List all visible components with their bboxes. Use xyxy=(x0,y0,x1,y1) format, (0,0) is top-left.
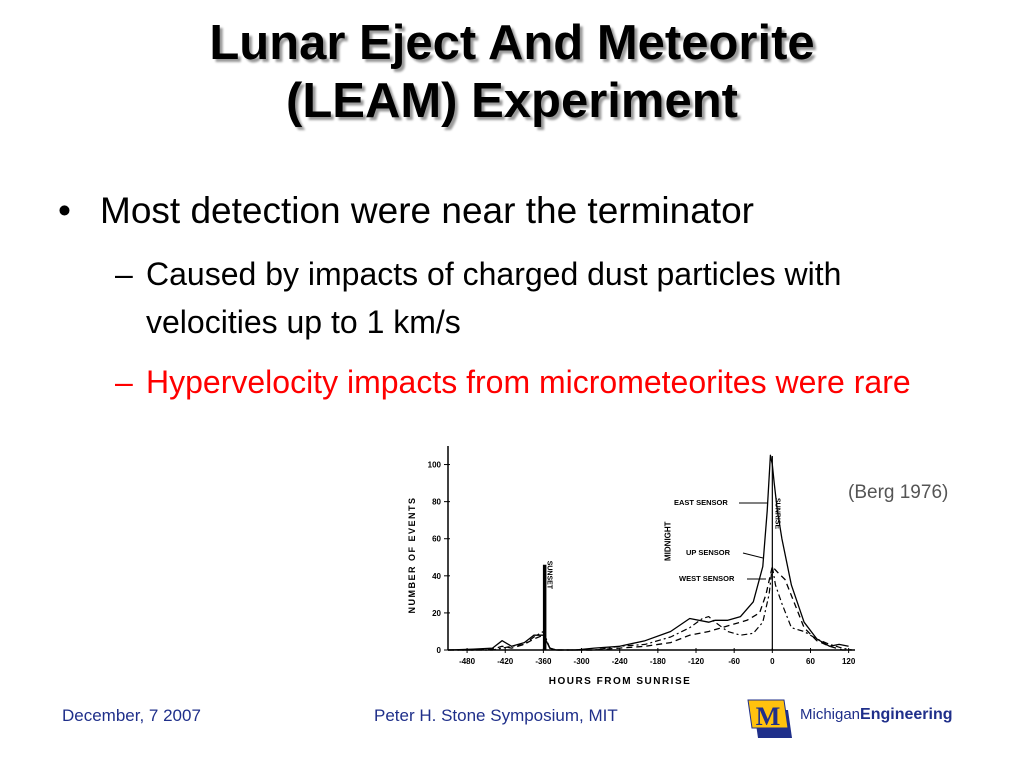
logo-text-bold: Engineering xyxy=(860,706,953,723)
footer-date: December, 7 2007 xyxy=(62,706,201,725)
x-tick-label: 120 xyxy=(842,657,856,666)
midnight-label: MIDNIGHT xyxy=(664,521,673,561)
subbullet-2-text: Hypervelocity impacts from micrometeorit… xyxy=(146,364,911,400)
citation: (Berg 1976) xyxy=(848,482,949,503)
y-tick-label: 60 xyxy=(432,535,441,544)
x-tick-label: -180 xyxy=(650,657,667,666)
logo-letter: M xyxy=(756,702,781,731)
sensor-labels: EAST SENSOR UP SENSOR WEST SENSOR xyxy=(674,498,767,583)
y-tick-label: 40 xyxy=(432,572,441,581)
east-sensor-label: EAST SENSOR xyxy=(674,498,728,507)
subbullet-1-text: Caused by impacts of charged dust partic… xyxy=(146,256,842,340)
west-sensor-label: WEST SENSOR xyxy=(679,574,735,583)
x-tick-label: -480 xyxy=(459,657,476,666)
y-tick-label: 0 xyxy=(437,646,442,655)
y-tick-label: 20 xyxy=(432,609,441,618)
logo-text: MichiganEngineering xyxy=(800,706,952,724)
title-line-2: (LEAM) Experiment xyxy=(286,74,738,128)
michigan-logo: M xyxy=(747,699,792,738)
series-west-sensor xyxy=(448,565,852,651)
up-sensor-label: UP SENSOR xyxy=(686,548,731,557)
x-tick-label: -300 xyxy=(574,657,591,666)
logo-text-regular: Michigan xyxy=(800,706,861,723)
x-tick-label: -360 xyxy=(535,657,552,666)
bullet-1-text: Most detection were near the terminator xyxy=(100,190,754,231)
sunrise-marker: SUNRISE xyxy=(771,456,780,650)
y-ticks: 100 80 60 40 20 0 xyxy=(428,461,450,655)
x-tick-label: -240 xyxy=(612,657,629,666)
bullet-dot: • xyxy=(58,190,71,231)
x-tick-label: -420 xyxy=(497,657,514,666)
series-up-sensor xyxy=(448,565,852,651)
sunrise-label: SUNRISE xyxy=(773,498,780,529)
x-tick-label: -60 xyxy=(728,657,740,666)
chart-ylabel: NUMBER OF EVENTS xyxy=(407,496,417,613)
x-ticks: -480 -420 -360 -300 -240 -180 -120 -60 0 60 120 xyxy=(459,648,856,666)
series-lines xyxy=(447,454,852,651)
x-tick-label: -120 xyxy=(688,657,705,666)
title-line-1: Lunar Eject And Meteorite xyxy=(209,16,815,70)
sunset-label: SUNSET xyxy=(546,561,553,590)
x-tick-label: 60 xyxy=(806,657,815,666)
y-tick-label: 80 xyxy=(432,498,441,507)
subbullet-dash: – xyxy=(115,256,133,292)
events-chart: NUMBER OF EVENTS HOURS FROM SUNRISE 100 8… xyxy=(407,446,856,687)
series-east-sensor xyxy=(447,454,849,651)
footer-event: Peter H. Stone Symposium, MIT xyxy=(374,706,618,725)
subbullet-dash: – xyxy=(115,364,133,400)
sunset-marker: SUNSET xyxy=(542,561,553,650)
chart-xlabel: HOURS FROM SUNRISE xyxy=(549,676,692,687)
x-tick-label: 0 xyxy=(770,657,775,666)
y-tick-label: 100 xyxy=(428,461,442,470)
slide-title: Lunar Eject And Meteorite (LEAM) Experim… xyxy=(0,14,1024,130)
